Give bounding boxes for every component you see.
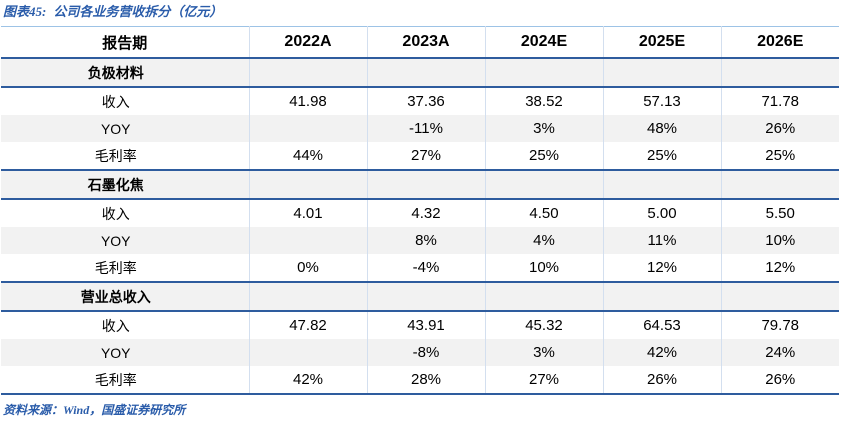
cell-value: 48% [602,115,721,142]
row-label: 毛利率 [1,366,249,394]
section-filler-cell [720,281,839,312]
cell-value: 47.82 [248,311,367,339]
cell-value: 8% [366,227,485,254]
section-filler-cell [602,281,721,312]
cell-value [248,339,367,366]
cell-value: 4.32 [366,199,485,227]
figure-title: 图表45: 公司各业务营收拆分（亿元） [0,0,858,19]
section-filler-cell [602,57,721,88]
row-label: YOY [1,227,249,254]
section-filler-cell [248,57,367,88]
cell-value: 26% [720,115,839,142]
column-header-2023a: 2023A [366,26,485,59]
column-header-2026e: 2026E [720,26,839,59]
section-filler-cell [484,169,603,200]
section-filler-cell [484,57,603,88]
cell-value: 25% [484,142,603,170]
cell-value: 57.13 [602,87,721,115]
section-filler-cell [484,281,603,312]
cell-value: 28% [366,366,485,394]
table-row-yoy: YOY -8% 3% 42% 24% [1,339,839,366]
table-row-gross-margin: 毛利率 42% 28% 27% 26% 26% [1,366,839,394]
cell-value: 10% [720,227,839,254]
cell-value: 3% [484,339,603,366]
row-label: YOY [1,115,249,142]
cell-value: 38.52 [484,87,603,115]
section-row-total-revenue: 营业总收入 [1,281,839,312]
table-row-gross-margin: 毛利率 44% 27% 25% 25% 25% [1,142,839,170]
cell-value: 64.53 [602,311,721,339]
cell-value: 11% [602,227,721,254]
section-filler-cell [366,169,485,200]
cell-value: 3% [484,115,603,142]
cell-value: 27% [366,142,485,170]
cell-value: 27% [484,366,603,394]
cell-value: 5.50 [720,199,839,227]
cell-value: 12% [720,254,839,282]
table-row-gross-margin: 毛利率 0% -4% 10% 12% 12% [1,254,839,282]
section-name: 负极材料 [1,57,249,88]
column-header-2024e: 2024E [484,26,603,59]
table-row-yoy: YOY 8% 4% 11% 10% [1,227,839,254]
section-filler-cell [248,169,367,200]
figure-number-label: 图表45: [3,4,47,19]
cell-value: 25% [720,142,839,170]
figure-caption: 公司各业务营收拆分（亿元） [53,4,223,19]
cell-value: 79.78 [720,311,839,339]
cell-value: 26% [602,366,721,394]
cell-value: 42% [602,339,721,366]
column-header-2022a: 2022A [248,26,367,59]
row-label: YOY [1,339,249,366]
cell-value: 0% [248,254,367,282]
cell-value: 42% [248,366,367,394]
cell-value: 4.01 [248,199,367,227]
cell-value: -4% [366,254,485,282]
cell-value: 26% [720,366,839,394]
row-label: 毛利率 [1,142,249,170]
table-row-yoy: YOY -11% 3% 48% 26% [1,115,839,142]
section-filler-cell [720,57,839,88]
cell-value: 43.91 [366,311,485,339]
table-row-revenue: 收入 41.98 37.36 38.52 57.13 71.78 [1,87,839,115]
table-row-revenue: 收入 4.01 4.32 4.50 5.00 5.50 [1,199,839,227]
section-name: 营业总收入 [1,281,249,312]
cell-value: 4% [484,227,603,254]
revenue-breakdown-table: 报告期 2022A 2023A 2024E 2025E 2026E 负极材料 收… [1,26,839,395]
cell-value: 37.36 [366,87,485,115]
cell-value: -8% [366,339,485,366]
column-header-2025e: 2025E [602,26,721,59]
cell-value [248,115,367,142]
row-label: 收入 [1,199,249,227]
section-name: 石墨化焦 [1,169,249,200]
cell-value: 4.50 [484,199,603,227]
cell-value: 41.98 [248,87,367,115]
section-filler-cell [366,281,485,312]
row-label: 毛利率 [1,254,249,282]
cell-value: 10% [484,254,603,282]
cell-value [248,227,367,254]
cell-value: 45.32 [484,311,603,339]
table-row-revenue: 收入 47.82 43.91 45.32 64.53 79.78 [1,311,839,339]
cell-value: -11% [366,115,485,142]
source-note: 资料来源：Wind，国盛证券研究所 [3,403,186,417]
cell-value: 25% [602,142,721,170]
section-filler-cell [366,57,485,88]
row-label: 收入 [1,311,249,339]
section-row-graphitized-coke: 石墨化焦 [1,169,839,200]
cell-value: 44% [248,142,367,170]
section-filler-cell [248,281,367,312]
section-filler-cell [602,169,721,200]
section-filler-cell [720,169,839,200]
cell-value: 24% [720,339,839,366]
column-header-period: 报告期 [1,26,249,59]
cell-value: 71.78 [720,87,839,115]
cell-value: 5.00 [602,199,721,227]
table-header-row: 报告期 2022A 2023A 2024E 2025E 2026E [1,26,839,59]
row-label: 收入 [1,87,249,115]
section-row-anode-materials: 负极材料 [1,57,839,88]
cell-value: 12% [602,254,721,282]
